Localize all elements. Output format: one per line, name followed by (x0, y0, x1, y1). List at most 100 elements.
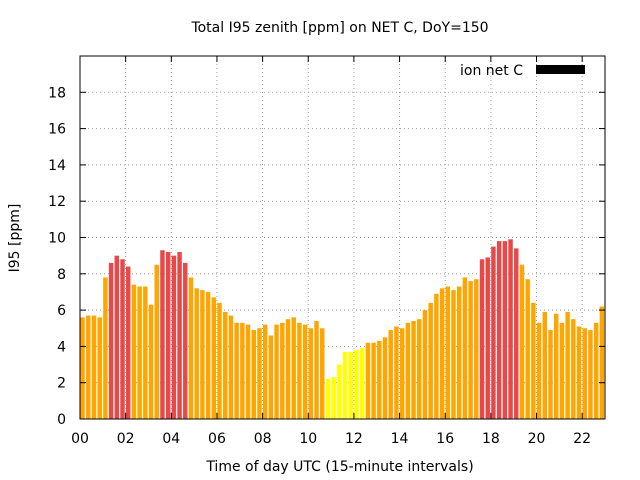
bar (211, 297, 217, 419)
bar (245, 324, 251, 419)
x-tick-label: 04 (162, 431, 180, 447)
bar (474, 279, 479, 419)
bar (411, 320, 416, 419)
y-tick-label: 6 (57, 303, 66, 319)
x-tick-label: 18 (482, 431, 500, 447)
bar (217, 302, 222, 419)
bar (382, 337, 388, 419)
bar (314, 320, 319, 419)
y-tick-label: 14 (48, 158, 66, 174)
bar (228, 315, 234, 419)
bar (160, 250, 165, 419)
bar (422, 310, 428, 419)
bar (485, 257, 490, 419)
bar (86, 315, 91, 419)
bar (240, 322, 245, 419)
chart-title: Total I95 zenith [ppm] on NET C, DoY=150 (190, 20, 488, 36)
bar (531, 302, 536, 419)
y-tick-label: 18 (48, 85, 66, 101)
bar (491, 246, 496, 419)
bar (359, 348, 365, 419)
bar (462, 277, 468, 419)
bar (177, 252, 182, 419)
bar (479, 259, 485, 419)
bar (223, 311, 228, 419)
bar (234, 322, 239, 419)
x-tick-label: 10 (299, 431, 317, 447)
bar (97, 317, 102, 419)
bar (200, 290, 205, 419)
bar (588, 330, 593, 419)
bar (120, 259, 125, 419)
bar (565, 311, 570, 419)
bar (599, 306, 605, 419)
bar (496, 241, 502, 419)
bar (131, 284, 137, 419)
bar (593, 322, 599, 419)
x-tick-label: 12 (345, 431, 363, 447)
bar (320, 328, 325, 419)
bar (103, 277, 108, 419)
bar (451, 290, 456, 419)
bar (371, 342, 376, 419)
x-tick-label: 14 (391, 431, 409, 447)
bar (205, 291, 211, 419)
bar (582, 328, 587, 419)
bar (137, 286, 142, 419)
bar (342, 351, 348, 419)
bar (502, 241, 508, 419)
bar (125, 266, 131, 419)
x-tick-label: 00 (71, 431, 89, 447)
bar-series (80, 239, 605, 419)
bar (571, 319, 576, 419)
bar (188, 277, 194, 419)
bar (251, 330, 256, 419)
bar (262, 324, 268, 419)
bar (274, 324, 279, 419)
bar (536, 322, 542, 419)
x-axis-label: Time of day UTC (15-minute intervals) (205, 459, 473, 475)
legend-swatch (536, 65, 585, 74)
bar (280, 322, 285, 419)
y-tick-label: 8 (57, 267, 66, 283)
bar (297, 322, 302, 419)
bar (508, 239, 513, 419)
grid-lines (80, 56, 605, 419)
x-tick-label: 16 (436, 431, 454, 447)
bar (445, 286, 451, 419)
x-tick-label: 22 (573, 431, 591, 447)
bar (559, 322, 565, 419)
bar (519, 264, 525, 419)
bar (405, 322, 411, 419)
y-tick-label: 0 (57, 412, 66, 428)
y-tick-label: 16 (48, 122, 66, 138)
bar (268, 335, 274, 419)
bar (183, 262, 188, 419)
bar (108, 262, 114, 419)
bar (285, 319, 291, 419)
x-tick-label: 06 (208, 431, 226, 447)
y-tick-label: 2 (57, 376, 66, 392)
x-tick-label: 08 (254, 431, 272, 447)
bar (399, 328, 405, 419)
bar (337, 364, 342, 419)
bar (325, 379, 331, 419)
bar (257, 328, 262, 419)
bar (428, 302, 433, 419)
bar (468, 281, 473, 419)
bar (302, 324, 308, 419)
bar (80, 317, 85, 419)
legend-label: ion net C (460, 63, 523, 79)
bar (308, 328, 314, 419)
bar (194, 288, 199, 419)
bar (354, 350, 359, 419)
bar (165, 252, 171, 419)
y-axis-label: I95 [ppm] (7, 204, 23, 273)
bar (365, 342, 371, 419)
bar (456, 286, 462, 419)
x-tick-label: 20 (528, 431, 546, 447)
bar (525, 279, 530, 419)
legend: ion net C (460, 63, 585, 79)
